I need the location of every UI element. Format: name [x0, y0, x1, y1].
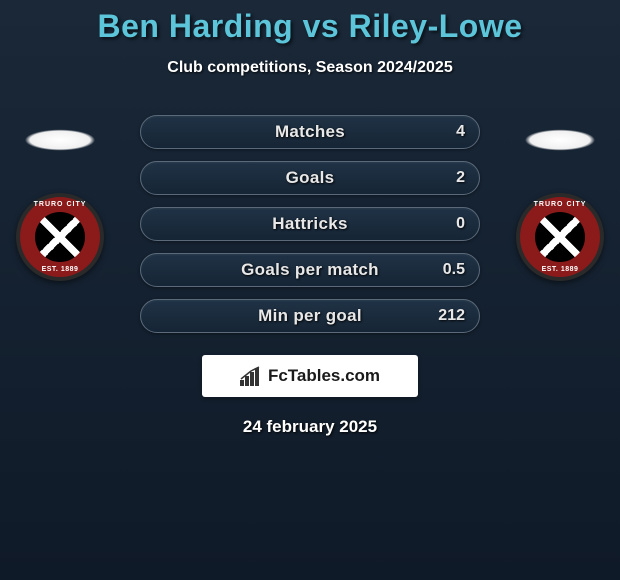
stat-row-goals-per-match: Goals per match 0.5 — [140, 253, 480, 287]
fctables-logo-icon — [240, 366, 262, 386]
player-right: TRURO CITY EST. 1889 — [510, 125, 610, 281]
stat-label: Hattricks — [272, 214, 347, 234]
stat-value-right: 212 — [438, 307, 465, 325]
stats-list: Matches 4 Goals 2 Hattricks 0 Goals per … — [140, 115, 480, 333]
stat-value-right: 0.5 — [443, 261, 465, 279]
stat-value-right: 4 — [456, 123, 465, 141]
crest-text-bottom: EST. 1889 — [520, 266, 600, 273]
stat-label: Goals — [286, 168, 335, 188]
stat-value-right: 2 — [456, 169, 465, 187]
stat-row-matches: Matches 4 — [140, 115, 480, 149]
stat-label: Matches — [275, 122, 345, 142]
club-crest-left: TRURO CITY EST. 1889 — [16, 193, 104, 281]
branding-text: FcTables.com — [268, 366, 380, 386]
crest-text: TRURO CITY EST. 1889 — [520, 197, 600, 277]
player-silhouette-icon — [510, 125, 610, 155]
date-label: 24 february 2025 — [0, 417, 620, 437]
crest-text: TRURO CITY EST. 1889 — [20, 197, 100, 277]
crest-text-top: TRURO CITY — [20, 201, 100, 208]
stat-label: Min per goal — [258, 306, 362, 326]
content-area: TRURO CITY EST. 1889 TRURO CITY EST. 188… — [0, 115, 620, 437]
stat-value-right: 0 — [456, 215, 465, 233]
stat-row-hattricks: Hattricks 0 — [140, 207, 480, 241]
player-silhouette-icon — [10, 125, 110, 155]
stat-row-goals: Goals 2 — [140, 161, 480, 195]
branding-badge[interactable]: FcTables.com — [202, 355, 418, 397]
stat-row-min-per-goal: Min per goal 212 — [140, 299, 480, 333]
stat-label: Goals per match — [241, 260, 379, 280]
page-title: Ben Harding vs Riley-Lowe — [0, 8, 620, 45]
subtitle: Club competitions, Season 2024/2025 — [0, 59, 620, 77]
club-crest-right: TRURO CITY EST. 1889 — [516, 193, 604, 281]
crest-text-bottom: EST. 1889 — [20, 266, 100, 273]
player-left: TRURO CITY EST. 1889 — [10, 125, 110, 281]
crest-text-top: TRURO CITY — [520, 201, 600, 208]
